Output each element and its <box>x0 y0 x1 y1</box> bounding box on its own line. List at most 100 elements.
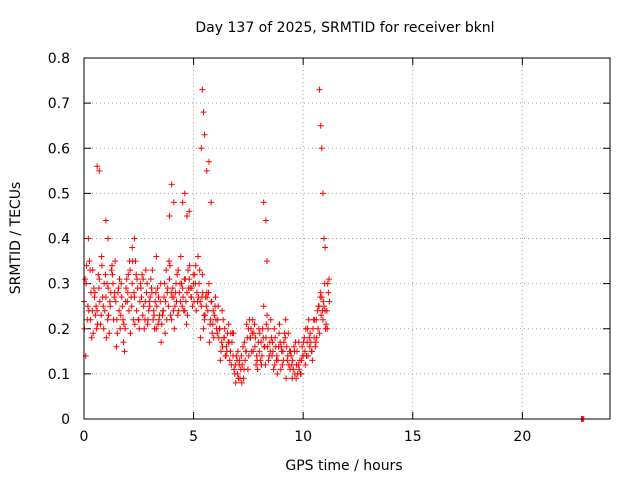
data-point <box>160 307 167 314</box>
data-point <box>184 212 191 219</box>
data-point <box>275 343 282 350</box>
data-point <box>320 235 327 242</box>
data-point <box>220 334 227 341</box>
data-point <box>203 167 210 174</box>
data-point <box>83 262 90 269</box>
data-point <box>199 271 206 278</box>
data-point <box>289 357 296 364</box>
data-point <box>201 131 208 138</box>
data-point <box>92 312 99 319</box>
data-point <box>301 334 308 341</box>
data-point <box>256 330 263 337</box>
data-point <box>125 307 132 314</box>
data-point <box>170 199 177 206</box>
data-point <box>166 258 173 265</box>
y-tick-label: 0.5 <box>48 186 70 202</box>
data-point <box>175 307 182 314</box>
data-point <box>139 271 146 278</box>
data-point <box>167 312 174 319</box>
data-point <box>313 334 320 341</box>
data-point <box>312 339 319 346</box>
data-point <box>161 280 168 287</box>
data-point <box>96 167 103 174</box>
data-point <box>226 357 233 364</box>
data-point <box>293 375 300 382</box>
data-point <box>187 294 194 301</box>
data-point <box>320 303 327 310</box>
data-point <box>286 348 293 355</box>
data-point <box>308 348 315 355</box>
data-point <box>233 352 240 359</box>
data-point <box>189 303 196 310</box>
data-point <box>186 208 193 215</box>
data-point <box>280 348 287 355</box>
data-point <box>194 298 201 305</box>
data-point <box>95 285 102 292</box>
data-point <box>140 276 147 283</box>
data-point <box>170 307 177 314</box>
data-point <box>114 330 121 337</box>
data-point <box>109 262 116 269</box>
data-point <box>118 280 125 287</box>
data-point <box>192 280 199 287</box>
data-point <box>106 330 113 337</box>
data-point <box>262 217 269 224</box>
data-point <box>116 307 123 314</box>
data-point <box>258 352 265 359</box>
data-point <box>186 262 193 269</box>
data-point <box>297 370 304 377</box>
data-point <box>175 267 182 274</box>
data-point <box>197 334 204 341</box>
data-point <box>98 262 105 269</box>
data-point <box>180 307 187 314</box>
data-point <box>143 289 150 296</box>
data-point <box>267 316 274 323</box>
data-point <box>260 199 267 206</box>
data-point <box>96 276 103 283</box>
data-point <box>285 330 292 337</box>
data-point <box>159 312 166 319</box>
data-point <box>181 190 188 197</box>
data-point <box>257 357 264 364</box>
data-point <box>211 312 218 319</box>
data-point <box>284 357 291 364</box>
data-point <box>305 316 312 323</box>
data-point <box>98 253 105 260</box>
data-point <box>326 276 333 283</box>
data-point <box>214 330 221 337</box>
data-point <box>227 348 234 355</box>
data-point <box>314 307 321 314</box>
data-point <box>282 316 289 323</box>
data-point <box>185 267 192 274</box>
data-point <box>255 325 262 332</box>
data-point <box>260 303 267 310</box>
x-tick-label: 10 <box>294 429 312 445</box>
data-point <box>172 289 179 296</box>
data-point <box>256 348 263 355</box>
data-points <box>81 86 587 422</box>
data-point <box>280 339 287 346</box>
data-point <box>118 294 125 301</box>
data-point <box>239 343 246 350</box>
data-point <box>225 339 232 346</box>
data-point <box>294 348 301 355</box>
y-tick-label: 0 <box>61 412 70 428</box>
y-axis-label: SRMTID / TECUs <box>8 182 24 295</box>
data-point <box>301 348 308 355</box>
data-point <box>310 316 317 323</box>
data-point <box>253 352 260 359</box>
data-point <box>152 289 159 296</box>
data-point <box>138 294 145 301</box>
data-point <box>299 352 306 359</box>
data-point <box>298 357 305 364</box>
data-point <box>198 303 205 310</box>
data-point <box>233 357 240 364</box>
data-point <box>223 352 230 359</box>
data-point <box>215 334 222 341</box>
data-point <box>199 289 206 296</box>
data-point <box>249 330 256 337</box>
data-point <box>212 294 219 301</box>
data-point <box>164 285 171 292</box>
data-point <box>234 348 241 355</box>
